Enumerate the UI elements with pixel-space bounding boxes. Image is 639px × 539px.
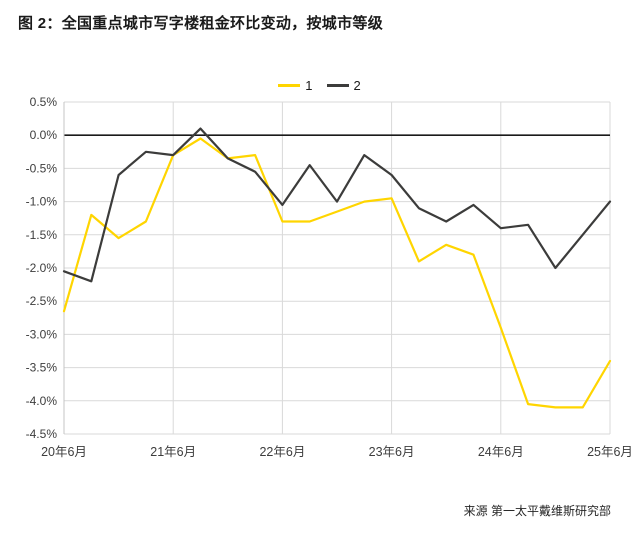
y-axis-tick-label: -1.5% (26, 228, 58, 242)
legend-item-2: 2 (326, 78, 361, 93)
y-axis-tick-label: -0.5% (26, 161, 58, 175)
y-axis-tick-label: -2.5% (26, 294, 58, 308)
y-axis-tick-label: 0.5% (30, 95, 58, 109)
legend-swatch-series-1 (278, 84, 301, 87)
legend-swatch-series-2 (326, 84, 349, 87)
y-axis-tick-label: -3.0% (26, 327, 58, 341)
x-axis-tick-label: 20年6月 (41, 445, 87, 459)
y-axis-tick-label: -4.0% (26, 394, 58, 408)
x-axis-tick-label: 21年6月 (150, 445, 196, 459)
line-chart-plot: 0.5% 0.0% -0.5% -1.0% -1.5% -2.0% -2.5% -3.0% -3… (26, 95, 633, 459)
series-line-2 (62, 127, 612, 283)
series-line-1 (62, 137, 612, 409)
x-axis-tick-label: 25年6月 (587, 445, 633, 459)
legend-label-series-1: 1 (305, 78, 313, 93)
x-axis-tick-label: 23年6月 (369, 445, 415, 459)
y-axis-tick-label: -4.5% (26, 427, 58, 441)
y-axis-tick-label: -3.5% (26, 361, 58, 375)
legend-label-series-2: 2 (353, 78, 361, 93)
y-axis-tick-label: -1.0% (26, 195, 58, 209)
x-axis-tick-label: 22年6月 (259, 445, 305, 459)
chart-title: 图 2：全国重点城市写字楼租金环比变动，按城市等级 (18, 15, 384, 32)
y-axis-tick-label: 0.0% (30, 128, 58, 142)
y-axis-tick-label: -2.0% (26, 261, 58, 275)
legend-item-1: 1 (278, 78, 313, 93)
x-axis-tick-label: 24年6月 (478, 445, 524, 459)
source-note: 来源 第一太平戴维斯研究部 (463, 504, 611, 518)
